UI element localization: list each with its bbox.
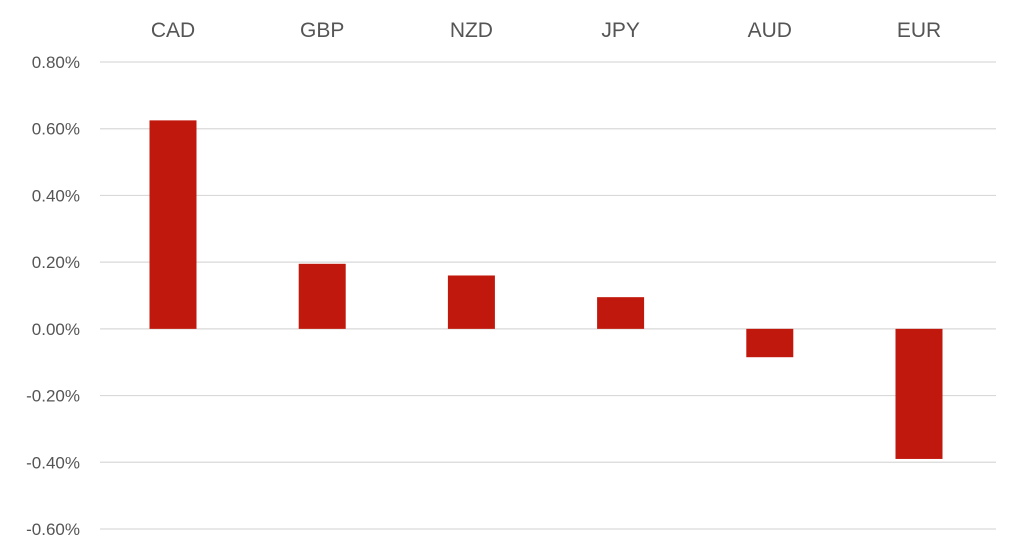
y-tick-label: 0.80%: [32, 53, 80, 72]
bar-cad: [149, 120, 197, 329]
category-label-eur: EUR: [897, 19, 941, 42]
category-label-cad: CAD: [151, 19, 195, 42]
category-label-jpy: JPY: [601, 19, 640, 42]
y-tick-label: 0.00%: [32, 320, 80, 339]
bar-jpy: [597, 297, 645, 329]
y-tick-label: 0.60%: [32, 120, 80, 139]
y-tick-label: -0.20%: [26, 387, 80, 406]
category-label-gbp: GBP: [300, 19, 344, 42]
category-label-nzd: NZD: [450, 19, 493, 42]
y-tick-label: 0.20%: [32, 253, 80, 272]
category-label-aud: AUD: [748, 19, 792, 42]
bar-gbp: [298, 263, 346, 329]
bar-nzd: [447, 275, 495, 329]
y-tick-label: -0.40%: [26, 453, 80, 472]
bar-aud: [746, 328, 794, 358]
y-tick-label: -0.60%: [26, 520, 80, 539]
y-tick-label: 0.40%: [32, 186, 80, 205]
bar-eur: [895, 328, 943, 459]
